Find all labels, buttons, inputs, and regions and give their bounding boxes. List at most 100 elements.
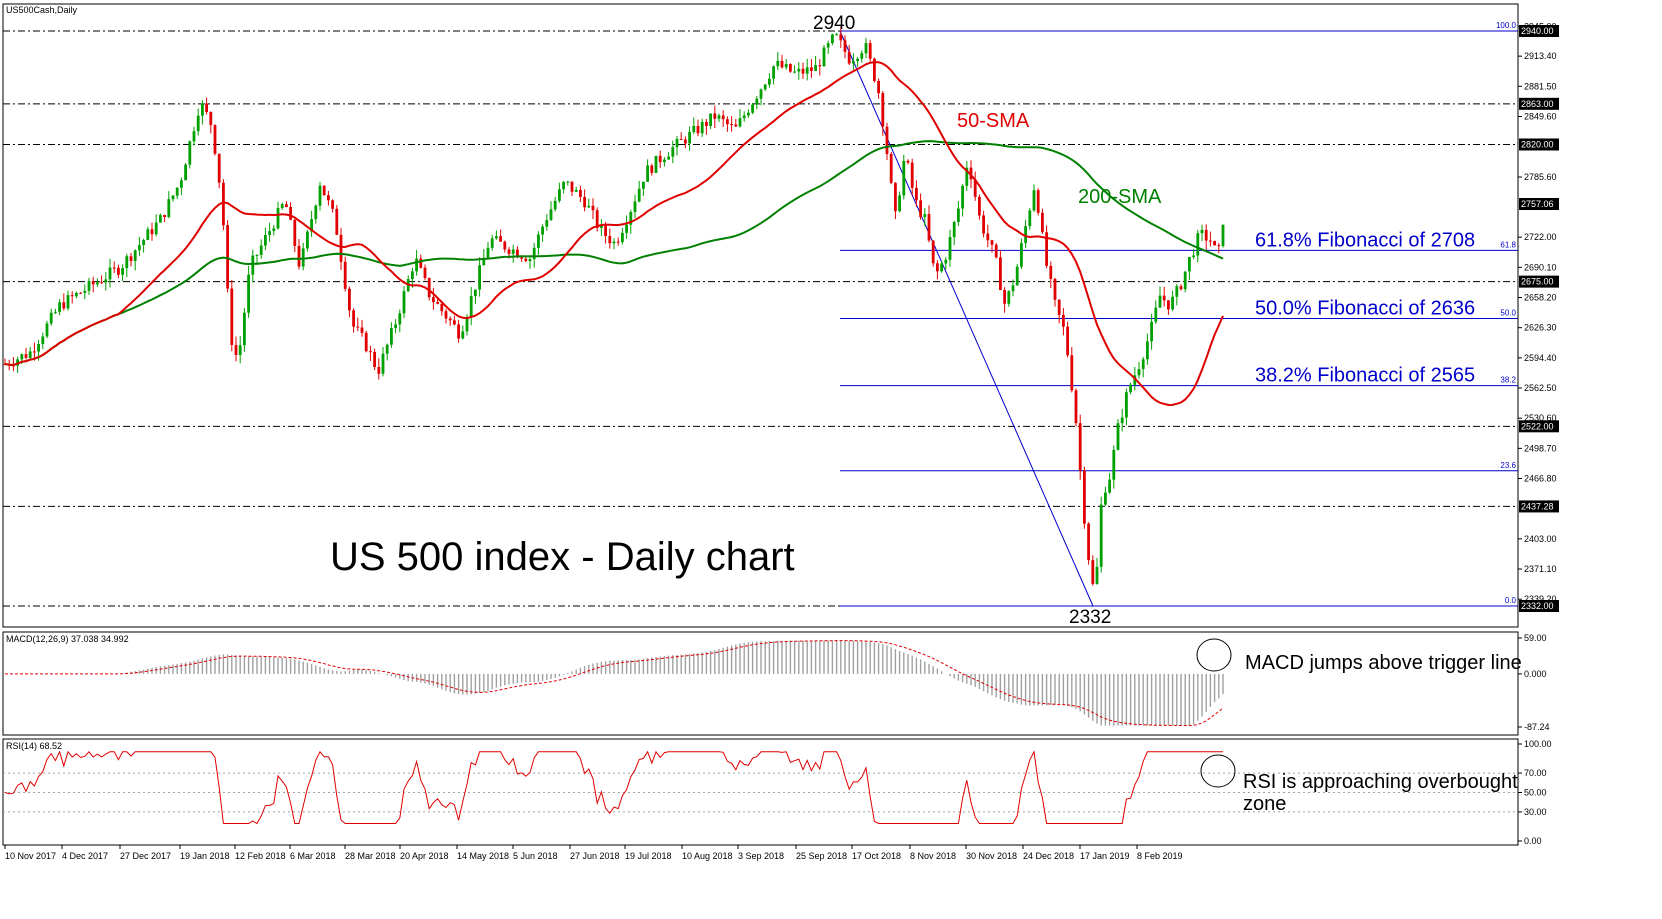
key-level-label: 2437.28: [1521, 501, 1554, 511]
candle-body: [1049, 265, 1053, 279]
candle-body: [999, 257, 1002, 290]
sma200-line: [4, 140, 1224, 367]
panel-frame: [2, 631, 1519, 736]
key-level-label: 2522.00: [1521, 421, 1554, 431]
key-level-tag: [1519, 500, 1559, 513]
candle-body: [217, 153, 221, 183]
candle-body: [667, 156, 670, 160]
candle-body: [373, 351, 376, 368]
candle-body: [994, 244, 998, 258]
rsi-annotation-line2: zone: [1243, 793, 1286, 815]
candle-body: [167, 199, 171, 217]
candle-body: [1053, 278, 1057, 300]
candle-body: [587, 205, 591, 208]
candle-body: [83, 290, 87, 293]
candle-body: [419, 258, 423, 268]
candle-body: [1007, 291, 1011, 304]
key-level-tag: [1519, 138, 1559, 151]
candle-body: [579, 189, 582, 197]
y-tick-label: 2466.80: [1524, 474, 1557, 484]
candle-body: [37, 344, 40, 352]
fib-tag: 61.8: [1500, 240, 1516, 249]
candle-body: [495, 236, 498, 239]
candle-body: [1003, 289, 1006, 304]
candle-body: [868, 43, 872, 59]
candle-body: [541, 226, 544, 235]
key-level-label: 2675.00: [1521, 277, 1554, 287]
candle-body: [213, 125, 217, 154]
candle-body: [1020, 243, 1023, 267]
candle-body: [222, 182, 225, 226]
candle-body: [663, 159, 666, 163]
candle-body: [734, 124, 738, 127]
candle-body: [818, 65, 822, 67]
candle-body: [810, 67, 813, 72]
candle-body: [112, 267, 116, 269]
chart-title: US 500 index - Daily chart: [330, 535, 795, 579]
candle-body: [1070, 355, 1074, 391]
candle-body: [927, 214, 931, 241]
candle-body: [453, 320, 456, 325]
candle-body: [906, 160, 910, 163]
candle-body: [343, 261, 347, 289]
candle-body: [574, 189, 578, 192]
candle-body: [79, 292, 82, 294]
candle-body: [1137, 369, 1141, 376]
candle-body: [474, 289, 477, 297]
rsi-y-tick-label: 50.00: [1524, 788, 1547, 798]
fib-trend-line: [839, 30, 1094, 607]
candle-body: [45, 323, 49, 337]
candle-body: [692, 125, 696, 132]
candle-body: [713, 113, 717, 119]
x-tick-label: 10 Aug 2018: [682, 851, 733, 861]
candle-body: [747, 112, 750, 116]
candle-body: [432, 297, 435, 303]
rsi-y-tick-label: 30.00: [1524, 807, 1547, 817]
candle-body: [1158, 295, 1162, 308]
x-tick-label: 4 Dec 2017: [62, 851, 108, 861]
x-tick-label: 25 Sep 2018: [796, 851, 847, 861]
y-tick-label: 2562.50: [1524, 383, 1557, 393]
candle-body: [469, 296, 473, 318]
candle-body: [192, 131, 196, 142]
candle-body: [58, 302, 61, 312]
y-tick-label: 2881.50: [1524, 81, 1557, 91]
candle-body: [612, 241, 616, 244]
candle-body: [717, 115, 721, 119]
candle-body: [280, 204, 284, 208]
y-tick-label: 2371.10: [1524, 564, 1557, 574]
x-tick-label: 30 Nov 2018: [966, 851, 1017, 861]
candle-body: [511, 249, 515, 254]
low-label: 2332: [1069, 607, 1111, 628]
candle-body: [121, 268, 124, 275]
panel-frame: [2, 3, 1519, 628]
candle-body: [33, 351, 36, 353]
candle-body: [154, 222, 158, 235]
candle-body: [1183, 271, 1187, 290]
candle-body: [822, 47, 826, 67]
x-axis: 10 Nov 2017 4 Dec 2017 27 Dec 2017 19 Jan 2…: [4, 845, 1183, 861]
rsi-label: RSI(14) 68.52: [6, 741, 62, 751]
candle-body: [436, 302, 439, 304]
candle-body: [1062, 314, 1065, 327]
candle-body: [259, 245, 263, 255]
x-tick-label: 3 Sep 2018: [738, 851, 784, 861]
candle-body: [499, 236, 502, 242]
x-tick-label: 5 Jun 2018: [513, 851, 558, 861]
candle-body: [604, 225, 607, 237]
candle-body: [532, 247, 536, 260]
macd-highlight-circle: [1196, 638, 1232, 672]
candle-body: [226, 225, 229, 289]
x-tick-label: 19 Jan 2018: [180, 851, 230, 861]
x-tick-label: 6 Mar 2018: [290, 851, 336, 861]
candle-body: [91, 280, 95, 285]
candle-body: [608, 236, 612, 244]
candle-body: [595, 210, 599, 228]
candle-body: [936, 263, 939, 272]
x-tick-label: 20 Apr 2018: [400, 851, 449, 861]
key-level-label: 2863.00: [1521, 99, 1554, 109]
candle-body: [654, 155, 658, 173]
candle-body: [763, 84, 767, 90]
candle-body: [1032, 190, 1036, 211]
fib-tag: 38.2: [1500, 376, 1516, 385]
